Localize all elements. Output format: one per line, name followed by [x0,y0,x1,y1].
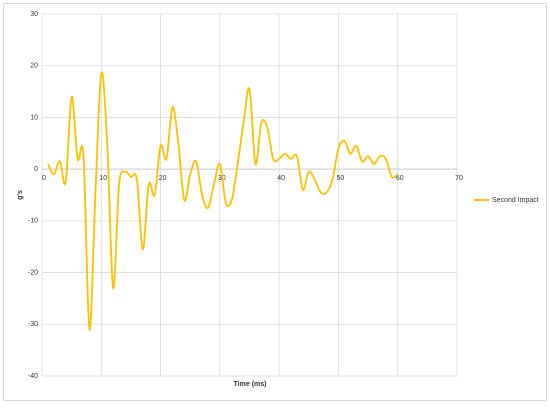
y-tick-label: -30 [28,321,38,328]
x-tick-label: 0 [42,175,46,182]
x-tick-label: 50 [337,175,345,182]
x-axis-label: Time (ms) [234,381,267,388]
y-tick-label: -20 [28,269,38,276]
y-tick-label: 0 [34,166,38,173]
x-tick-label: 10 [99,175,107,182]
y-tick-label: -40 [28,373,38,380]
x-tick-label: 70 [455,175,463,182]
y-tick-label: -10 [28,218,38,225]
y-axis-label: g's [17,190,24,200]
x-tick-label: 60 [396,175,404,182]
y-tick-label: 30 [30,11,38,18]
chart-border [3,3,547,401]
x-tick-label: 40 [277,175,285,182]
legend-label: Second Impact [492,197,539,204]
y-tick-label: 10 [30,114,38,121]
data-line [47,71,399,331]
y-tick-label: 20 [30,63,38,70]
x-tick-label: 20 [159,175,167,182]
